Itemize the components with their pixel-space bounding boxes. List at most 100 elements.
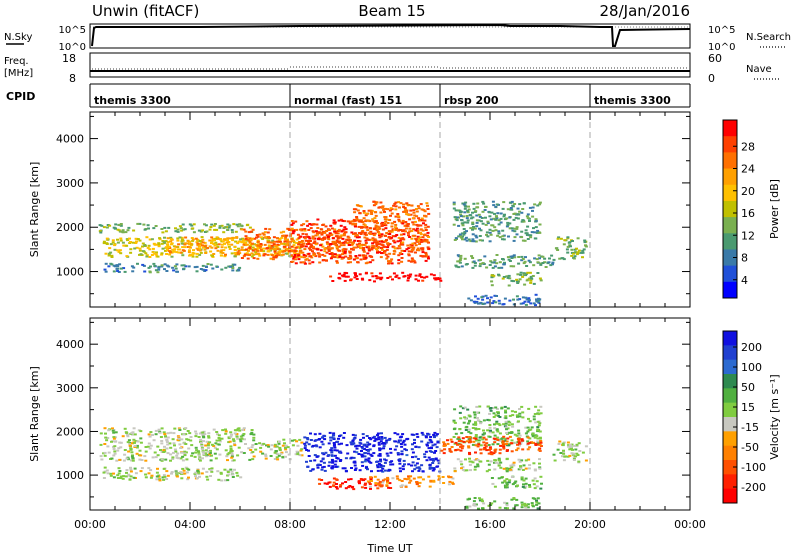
data-cell <box>534 405 538 408</box>
data-cell <box>476 465 480 468</box>
data-cell <box>220 249 224 252</box>
data-cell <box>521 258 525 260</box>
data-cell <box>334 243 338 246</box>
data-cell <box>476 463 480 466</box>
data-cell <box>390 460 394 463</box>
data-cell <box>100 224 104 227</box>
data-cell <box>562 441 566 444</box>
data-cell <box>207 436 211 439</box>
data-cell <box>198 459 202 462</box>
data-cell <box>327 481 331 484</box>
data-cell <box>527 407 531 410</box>
data-cell <box>520 478 524 481</box>
data-cell <box>330 227 334 230</box>
data-cell <box>248 226 252 229</box>
data-cell <box>522 464 526 467</box>
data-cell <box>301 261 305 264</box>
data-cell <box>227 241 231 243</box>
data-cell <box>226 459 229 462</box>
data-cell <box>162 431 166 434</box>
data-cell <box>406 231 410 234</box>
data-cell <box>224 253 227 256</box>
data-cell <box>366 452 370 455</box>
data-cell <box>191 452 195 455</box>
data-cell <box>503 261 506 264</box>
data-cell <box>117 250 121 253</box>
data-cell <box>309 243 313 246</box>
data-cell <box>498 302 502 305</box>
data-cell <box>536 507 540 510</box>
data-cell <box>430 441 434 444</box>
data-cell <box>227 473 231 476</box>
data-cell <box>119 239 123 242</box>
data-cell <box>426 441 430 444</box>
data-cell <box>508 260 512 262</box>
data-cell <box>511 483 515 486</box>
data-cell <box>152 262 156 265</box>
data-cell <box>229 468 233 471</box>
data-cell <box>210 223 214 226</box>
data-cell <box>509 207 513 209</box>
data-cell <box>581 249 585 252</box>
data-cell <box>121 477 125 480</box>
data-cell <box>548 257 551 260</box>
data-cell <box>501 229 505 232</box>
data-cell <box>483 209 487 211</box>
data-cell <box>409 273 413 276</box>
data-cell <box>538 223 542 226</box>
data-cell <box>414 229 418 232</box>
data-cell <box>183 450 187 453</box>
data-cell <box>108 247 112 250</box>
data-cell <box>469 227 473 230</box>
data-cell <box>377 438 381 441</box>
data-cell <box>516 484 519 487</box>
data-cell <box>489 409 493 412</box>
data-cell <box>411 217 415 220</box>
data-cell <box>273 451 277 454</box>
data-cell <box>296 233 300 236</box>
data-cell <box>197 454 201 457</box>
data-cell <box>415 483 419 486</box>
data-cell <box>183 246 187 249</box>
data-cell <box>537 299 541 302</box>
data-cell <box>125 255 129 258</box>
colorbar-swatch <box>723 474 737 490</box>
data-cell <box>366 443 370 446</box>
data-cell <box>517 420 520 423</box>
data-cell <box>370 255 374 258</box>
data-cell <box>358 254 362 257</box>
data-cell <box>131 433 135 436</box>
data-cell <box>258 442 262 445</box>
data-cell <box>194 475 197 478</box>
data-cell <box>287 228 291 231</box>
data-cell <box>431 462 435 464</box>
data-cell <box>527 297 531 300</box>
data-cell <box>262 247 266 250</box>
data-cell <box>247 447 251 450</box>
data-cell <box>481 303 485 305</box>
data-cell <box>141 245 144 248</box>
data-cell <box>105 237 109 240</box>
data-cell <box>461 224 465 227</box>
data-cell <box>502 467 506 470</box>
data-cell <box>386 277 390 279</box>
data-cell <box>461 238 464 241</box>
data-cell <box>215 236 219 239</box>
data-cell <box>416 458 420 460</box>
data-cell <box>132 229 136 232</box>
data-cell <box>399 229 403 231</box>
data-cell <box>395 274 399 277</box>
data-cell <box>299 235 303 238</box>
data-cell <box>260 444 264 446</box>
data-cell <box>518 412 522 415</box>
data-cell <box>584 445 588 448</box>
data-cell <box>198 242 202 245</box>
data-cell <box>430 447 433 450</box>
data-cell <box>415 433 419 436</box>
data-cell <box>155 478 159 481</box>
data-cell <box>237 247 240 250</box>
data-cell <box>201 457 204 460</box>
data-cell <box>473 465 477 468</box>
data-cell <box>362 448 366 450</box>
data-cell <box>218 439 222 442</box>
